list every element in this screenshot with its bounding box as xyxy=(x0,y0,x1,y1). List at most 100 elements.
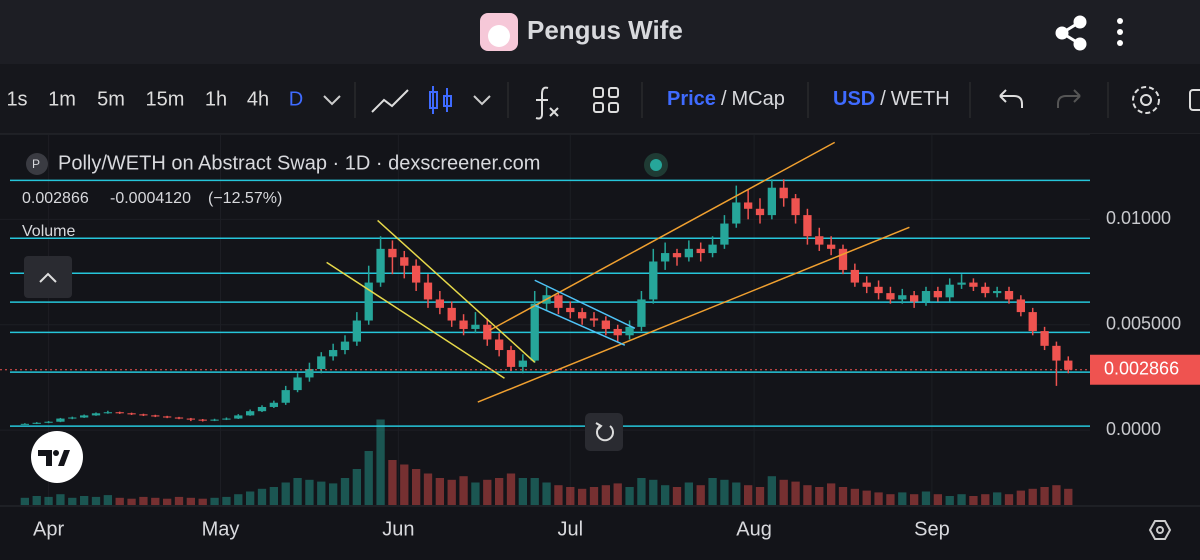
menu-button[interactable] xyxy=(1117,18,1123,46)
candle-body xyxy=(815,236,824,245)
interval-button[interactable]: 15m xyxy=(146,88,185,110)
share-button[interactable] xyxy=(1055,15,1087,51)
volume-bar xyxy=(1052,485,1061,505)
candle-body xyxy=(660,253,670,262)
undo-button[interactable] xyxy=(999,89,1023,108)
x-tick-label: Aug xyxy=(736,518,772,540)
candle-body xyxy=(554,295,563,308)
interval-button[interactable]: 1h xyxy=(205,88,227,110)
tradingview-logo[interactable] xyxy=(31,431,83,483)
volume-bar xyxy=(518,478,528,505)
volume-bar xyxy=(281,482,290,505)
volume-bar xyxy=(862,490,871,505)
candle-body xyxy=(483,324,492,340)
volume-bar xyxy=(601,485,611,505)
interval-button[interactable]: D xyxy=(289,88,303,110)
source-icon-letter: P xyxy=(32,157,40,171)
toggle-option[interactable]: MCap xyxy=(732,88,785,110)
volume-bar xyxy=(992,492,1002,505)
settings-button[interactable] xyxy=(1132,86,1160,114)
candle-body xyxy=(435,299,445,308)
volume-bar xyxy=(245,491,255,505)
candle-body xyxy=(530,303,539,361)
volume-bar xyxy=(103,495,113,505)
chevron[interactable] xyxy=(473,95,491,106)
candle-body xyxy=(494,339,504,351)
reset-button[interactable] xyxy=(585,413,623,451)
panel-button[interactable] xyxy=(1189,89,1200,111)
volume-bar xyxy=(352,469,362,505)
toggle[interactable]: Price / MCap xyxy=(667,88,785,110)
status-dot-inner xyxy=(650,159,662,171)
volume-bar xyxy=(139,496,148,505)
candle-body xyxy=(672,253,682,258)
candle-body xyxy=(506,350,516,367)
candle-body xyxy=(174,417,184,419)
candle-body xyxy=(767,187,777,216)
trend-line xyxy=(489,141,836,331)
line-chart-icon[interactable] xyxy=(371,89,409,113)
interval-button[interactable]: 5m xyxy=(97,88,125,110)
volume-bar xyxy=(459,476,468,505)
collapse-button[interactable] xyxy=(24,256,72,298)
candle-body xyxy=(992,291,1002,294)
volume-bar xyxy=(957,494,966,505)
toggle-option[interactable]: WETH xyxy=(891,88,950,110)
candle-body xyxy=(649,261,658,300)
volume-bar xyxy=(909,494,919,505)
candle-body xyxy=(340,341,350,351)
app-title: Pengus Wife xyxy=(527,15,683,45)
volume-bar xyxy=(637,478,646,505)
candle-body xyxy=(1028,312,1037,332)
volume-bar xyxy=(815,487,824,505)
volume-bar xyxy=(151,497,160,505)
volume-bar xyxy=(589,487,599,505)
volume-bar xyxy=(364,451,373,505)
volume-bar xyxy=(435,478,445,505)
trend-line xyxy=(377,219,536,363)
candle-body xyxy=(589,318,599,321)
toggle-active[interactable]: Price xyxy=(667,88,716,110)
volume-bar xyxy=(791,481,800,505)
candle-body xyxy=(577,312,587,319)
candle-body xyxy=(376,248,385,283)
volume-bar xyxy=(494,478,504,505)
candle-body xyxy=(874,286,883,294)
candle-icon[interactable] xyxy=(429,86,452,114)
interval-button[interactable]: 4h xyxy=(247,88,269,110)
volume-bar xyxy=(625,487,634,505)
volume-label: Volume xyxy=(22,223,75,240)
candle-body xyxy=(720,223,729,245)
candle-body xyxy=(613,328,622,336)
volume-bar xyxy=(981,494,990,505)
chevron[interactable] xyxy=(323,95,341,106)
candle-body xyxy=(684,248,694,258)
candle-body xyxy=(151,415,160,417)
volume-bar xyxy=(566,487,575,505)
candle-body xyxy=(732,202,741,224)
toggle[interactable]: USD / WETH xyxy=(833,88,950,110)
avatar-face xyxy=(488,25,510,47)
layout-icon[interactable] xyxy=(593,87,619,113)
candle-body xyxy=(909,295,919,302)
volume-bar xyxy=(222,496,231,505)
source-icon xyxy=(26,153,48,175)
volume-bar xyxy=(803,485,812,505)
axis-settings-button[interactable] xyxy=(1148,520,1172,540)
candle-body xyxy=(352,320,362,342)
volume-bar xyxy=(293,478,302,505)
interval-button[interactable]: 1s xyxy=(6,88,27,110)
candle-body xyxy=(1040,331,1049,346)
candle-body xyxy=(471,324,480,329)
interval-button[interactable]: 1m xyxy=(48,88,76,110)
toggle-active[interactable]: USD xyxy=(833,88,875,110)
indicator-icon[interactable] xyxy=(535,86,559,120)
volume-bar xyxy=(162,498,172,505)
candle-body xyxy=(850,269,860,283)
toggle-separator: / xyxy=(721,88,727,110)
redo-button[interactable] xyxy=(1057,89,1081,108)
volume-bar xyxy=(210,497,219,505)
volume-bar xyxy=(755,487,765,505)
candle-body xyxy=(103,412,113,414)
